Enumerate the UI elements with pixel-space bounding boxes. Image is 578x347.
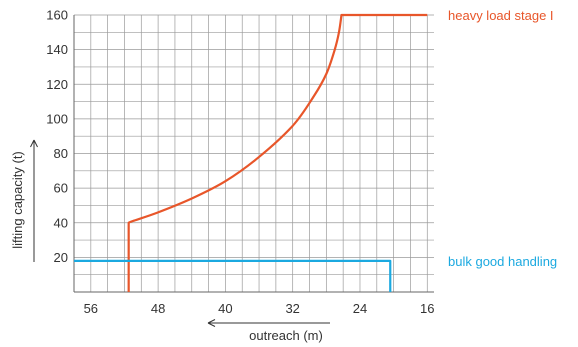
y-axis-arrowhead-icon bbox=[30, 139, 38, 148]
x-tick-label: 48 bbox=[151, 301, 165, 316]
x-axis-arrowhead-icon bbox=[207, 319, 216, 327]
x-tick-label: 56 bbox=[84, 301, 98, 316]
x-axis-title: outreach (m) bbox=[207, 319, 330, 343]
y-tick-label: 120 bbox=[46, 77, 68, 92]
y-tick-labels: 20 40 60 80 100 120 140 160 bbox=[46, 8, 68, 265]
y-axis-label: lifting capacity (t) bbox=[10, 151, 25, 249]
series-labels: heavy load stage I bulk good handling bbox=[448, 8, 557, 269]
y-tick-label: 140 bbox=[46, 42, 68, 57]
x-tick-label: 24 bbox=[353, 301, 367, 316]
y-tick-label: 60 bbox=[54, 181, 68, 196]
series-line-1 bbox=[74, 259, 392, 292]
y-axis-title: lifting capacity (t) bbox=[10, 151, 25, 249]
x-tick-labels: 56 48 40 32 24 16 bbox=[84, 301, 435, 316]
series-label-1: bulk good handling bbox=[448, 254, 557, 269]
y-tick-label: 20 bbox=[54, 250, 68, 265]
grid bbox=[74, 14, 434, 292]
x-tick-label: 16 bbox=[420, 301, 434, 316]
y-tick-label: 100 bbox=[46, 111, 68, 126]
y-tick-label: 160 bbox=[46, 8, 68, 23]
series-line-0 bbox=[127, 13, 428, 292]
series-lines bbox=[74, 13, 428, 292]
y-axis-arrow bbox=[30, 139, 38, 262]
plot-frame bbox=[73, 15, 434, 293]
x-tick-label: 32 bbox=[285, 301, 299, 316]
y-tick-label: 40 bbox=[54, 215, 68, 230]
series-label-0: heavy load stage I bbox=[448, 8, 554, 23]
y-tick-label: 80 bbox=[54, 146, 68, 161]
x-axis-label: outreach (m) bbox=[249, 328, 323, 343]
x-tick-label: 40 bbox=[218, 301, 232, 316]
